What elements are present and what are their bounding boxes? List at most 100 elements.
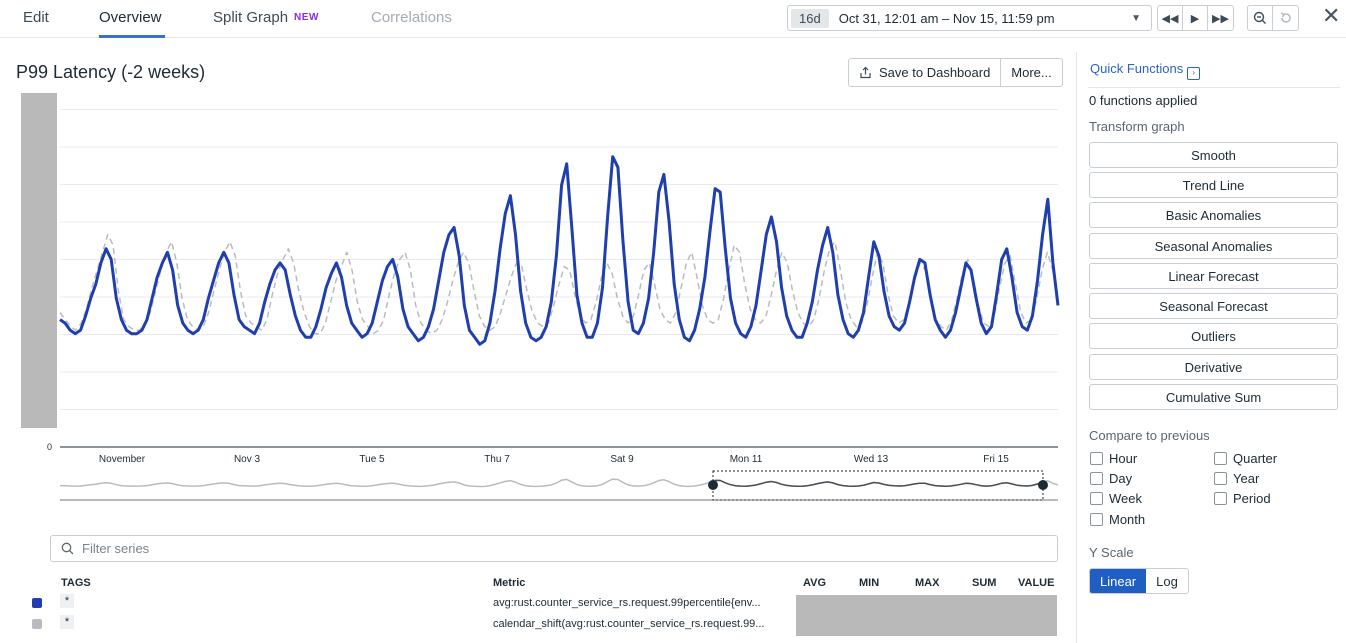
seasonal-forecast-button[interactable]: Seasonal Forecast bbox=[1089, 293, 1338, 319]
gridlines bbox=[60, 109, 1058, 410]
playback-controls: ◀◀ ▶ ▶▶ bbox=[1157, 5, 1234, 31]
checkbox-box bbox=[1214, 472, 1227, 485]
tab-overview-label: Overview bbox=[99, 9, 162, 26]
y-axis-placeholder bbox=[21, 93, 57, 428]
latency-chart[interactable]: 0 November Nov 3 Tue 5 Thu 7 Sat 9 Mon 11 Wed … bbox=[0, 88, 1070, 508]
comparison-series-line[interactable] bbox=[59, 233, 1059, 335]
x-tick-label: Nov 3 bbox=[234, 454, 261, 465]
checkbox-box bbox=[1090, 513, 1103, 526]
col-metric[interactable]: Metric bbox=[493, 577, 526, 589]
save-to-dashboard-label: Save to Dashboard bbox=[879, 65, 991, 80]
compare-period-label: Period bbox=[1233, 491, 1271, 506]
x-ticks: November Nov 3 Tue 5 Thu 7 Sat 9 Mon 11 Wed 13… bbox=[99, 454, 1009, 465]
new-badge: NEW bbox=[294, 12, 319, 23]
compare-year-checkbox[interactable]: Year bbox=[1214, 471, 1259, 486]
save-to-dashboard-button[interactable]: Save to Dashboard bbox=[849, 59, 1002, 86]
x-tick-label: Wed 13 bbox=[854, 454, 889, 465]
series-swatch[interactable] bbox=[32, 598, 42, 608]
compare-week-label: Week bbox=[1109, 491, 1142, 506]
checkbox-box bbox=[1090, 452, 1103, 465]
current-series-line[interactable] bbox=[59, 155, 1060, 346]
collapse-panel-icon[interactable]: › bbox=[1187, 67, 1201, 80]
y-tick-zero: 0 bbox=[47, 442, 52, 452]
quick-functions-link[interactable]: Quick Functions › bbox=[1090, 61, 1201, 80]
time-navigator[interactable] bbox=[59, 470, 1059, 501]
stats-placeholder bbox=[796, 595, 1057, 636]
time-range-text: Oct 31, 12:01 am – Nov 15, 11:59 pm bbox=[838, 10, 1055, 26]
col-avg[interactable]: AVG bbox=[803, 577, 827, 589]
reset-icon[interactable] bbox=[1273, 6, 1298, 30]
compare-year-label: Year bbox=[1233, 471, 1260, 486]
graph-actions: Save to Dashboard More... bbox=[848, 58, 1063, 87]
seasonal-anomalies-button[interactable]: Seasonal Anomalies bbox=[1089, 233, 1338, 259]
compare-month-checkbox[interactable]: Month bbox=[1090, 512, 1145, 527]
y-scale-linear[interactable]: Linear bbox=[1090, 569, 1147, 593]
checkbox-box bbox=[1214, 452, 1227, 465]
zoom-controls bbox=[1247, 5, 1299, 31]
smooth-button[interactable]: Smooth bbox=[1089, 142, 1338, 168]
col-sum[interactable]: SUM bbox=[972, 577, 997, 589]
y-scale-toggle: Linear Log bbox=[1089, 568, 1189, 594]
metric-name[interactable]: avg:rust.counter_service_rs.request.99pe… bbox=[493, 597, 761, 609]
compare-week-checkbox[interactable]: Week bbox=[1090, 491, 1142, 506]
col-max[interactable]: MAX bbox=[915, 577, 940, 589]
col-tags[interactable]: TAGS bbox=[61, 577, 91, 589]
checkbox-box bbox=[1090, 492, 1103, 505]
x-tick-label: Thu 7 bbox=[484, 454, 510, 465]
compare-hour-checkbox[interactable]: Hour bbox=[1090, 451, 1137, 466]
time-span-badge: 16d bbox=[791, 8, 829, 28]
x-tick-label: Fri 15 bbox=[983, 454, 1009, 465]
tab-split-graph[interactable]: Split Graph NEW bbox=[213, 9, 319, 38]
checkbox-box bbox=[1090, 472, 1103, 485]
compare-day-label: Day bbox=[1109, 471, 1133, 486]
outliers-button[interactable]: Outliers bbox=[1089, 323, 1338, 349]
col-value[interactable]: VALUE bbox=[1018, 577, 1055, 589]
tag-chip: * bbox=[60, 615, 74, 629]
x-tick-label: November bbox=[99, 454, 146, 465]
linear-forecast-button[interactable]: Linear Forecast bbox=[1089, 263, 1338, 289]
play-icon[interactable]: ▶ bbox=[1183, 6, 1208, 30]
tab-overview[interactable]: Overview bbox=[99, 9, 165, 38]
basic-anomalies-button[interactable]: Basic Anomalies bbox=[1089, 202, 1338, 228]
time-range-picker[interactable]: 16d Oct 31, 12:01 am – Nov 15, 11:59 pm … bbox=[787, 5, 1152, 31]
rewind-icon[interactable]: ◀◀ bbox=[1158, 6, 1183, 30]
close-icon[interactable]: ✕ bbox=[1322, 3, 1341, 28]
tag-chip: * bbox=[60, 594, 74, 608]
navigator-right-handle[interactable] bbox=[1038, 480, 1048, 490]
navigator-left-handle[interactable] bbox=[708, 480, 718, 490]
compare-hour-label: Hour bbox=[1109, 451, 1138, 466]
fast-forward-icon[interactable]: ▶▶ bbox=[1212, 12, 1229, 25]
filter-placeholder: Filter series bbox=[82, 541, 150, 556]
x-tick-label: Sat 9 bbox=[610, 454, 634, 465]
derivative-button[interactable]: Derivative bbox=[1089, 354, 1338, 380]
y-scale-log[interactable]: Log bbox=[1156, 573, 1178, 589]
series-lines bbox=[59, 155, 1060, 346]
top-bar: Edit Overview Split Graph NEW Correlation… bbox=[0, 0, 1346, 38]
x-tick-label: Mon 11 bbox=[730, 454, 763, 465]
more-button[interactable]: More... bbox=[1011, 65, 1052, 80]
filter-series-input[interactable]: Filter series bbox=[50, 535, 1058, 562]
tab-correlations[interactable]: Correlations bbox=[371, 9, 452, 26]
tab-edit[interactable]: Edit bbox=[23, 9, 49, 26]
series-swatch[interactable] bbox=[32, 619, 42, 629]
tab-split-graph-label: Split Graph bbox=[213, 9, 289, 26]
x-tick-label: Tue 5 bbox=[359, 454, 385, 465]
compare-period-checkbox[interactable]: Period bbox=[1214, 491, 1271, 506]
compare-quarter-label: Quarter bbox=[1233, 451, 1278, 466]
divider bbox=[1088, 87, 1340, 88]
navigator-selected-line bbox=[715, 479, 1043, 488]
compare-quarter-checkbox[interactable]: Quarter bbox=[1214, 451, 1277, 466]
metric-name[interactable]: calendar_shift(avg:rust.counter_service_… bbox=[493, 618, 765, 630]
zoom-out-icon[interactable] bbox=[1248, 6, 1273, 30]
compare-label: Compare to previous bbox=[1089, 428, 1210, 443]
quick-functions-label: Quick Functions bbox=[1090, 61, 1184, 76]
trend-line-button[interactable]: Trend Line bbox=[1089, 172, 1338, 198]
share-icon bbox=[859, 66, 872, 79]
quick-functions-panel bbox=[1076, 52, 1346, 643]
search-icon bbox=[61, 542, 74, 555]
compare-day-checkbox[interactable]: Day bbox=[1090, 471, 1132, 486]
functions-applied-text: 0 functions applied bbox=[1089, 93, 1198, 108]
cumulative-sum-button[interactable]: Cumulative Sum bbox=[1089, 384, 1338, 410]
col-min[interactable]: MIN bbox=[859, 577, 880, 589]
compare-month-label: Month bbox=[1109, 512, 1146, 527]
